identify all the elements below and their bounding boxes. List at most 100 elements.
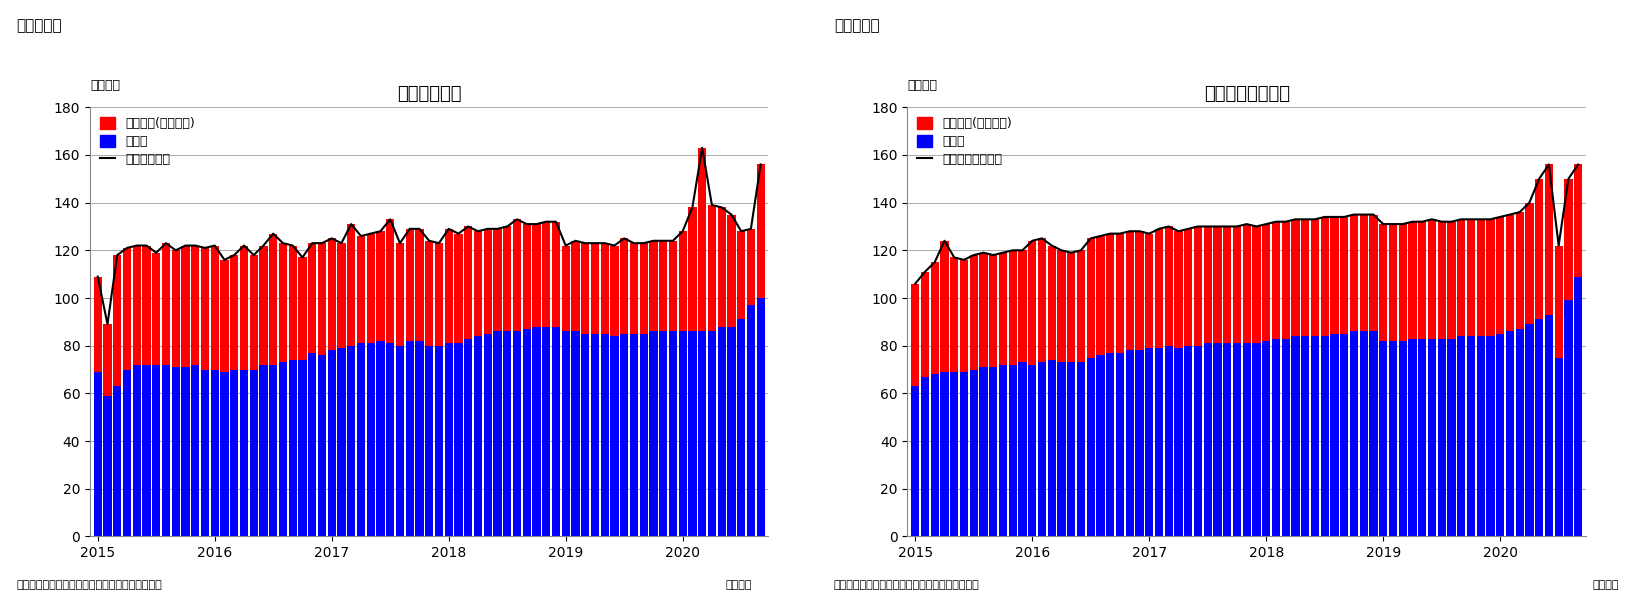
Bar xyxy=(201,370,209,536)
Bar xyxy=(979,253,988,367)
Bar xyxy=(950,372,958,536)
Bar xyxy=(1447,339,1455,536)
Bar xyxy=(317,355,325,536)
Bar xyxy=(688,207,697,331)
Bar xyxy=(960,372,968,536)
Bar xyxy=(533,327,541,536)
Bar xyxy=(1105,353,1115,536)
Bar xyxy=(337,243,345,348)
Bar xyxy=(1331,217,1339,334)
Bar xyxy=(629,243,638,334)
Bar xyxy=(620,334,628,536)
Bar xyxy=(307,353,316,536)
Bar xyxy=(494,331,502,536)
Bar xyxy=(1272,222,1280,339)
Bar xyxy=(1203,226,1212,343)
Bar xyxy=(152,365,160,536)
Bar xyxy=(327,238,335,350)
Bar xyxy=(1555,246,1563,358)
Bar xyxy=(1233,343,1241,536)
Bar xyxy=(523,329,531,536)
Bar xyxy=(551,327,561,536)
Bar xyxy=(1575,277,1583,536)
Bar xyxy=(1525,203,1534,324)
Bar xyxy=(1115,353,1125,536)
Bar xyxy=(1457,336,1465,536)
Bar xyxy=(561,331,571,536)
Bar xyxy=(1496,217,1504,334)
Bar xyxy=(708,331,716,536)
Bar xyxy=(698,331,706,536)
Bar xyxy=(1486,336,1494,536)
Bar xyxy=(1048,360,1056,536)
Bar xyxy=(728,327,736,536)
Bar xyxy=(181,367,190,536)
Bar xyxy=(347,346,355,536)
Bar xyxy=(260,246,268,365)
Bar xyxy=(1262,341,1270,536)
Bar xyxy=(1311,219,1319,336)
Bar xyxy=(1125,231,1133,350)
Bar xyxy=(1135,231,1143,350)
Bar xyxy=(445,343,453,536)
Bar xyxy=(415,229,423,341)
Bar xyxy=(1194,346,1202,536)
Bar xyxy=(639,334,647,536)
Bar xyxy=(1457,219,1465,336)
Bar xyxy=(1144,234,1153,348)
Bar xyxy=(396,243,404,346)
Bar xyxy=(610,336,618,536)
Bar xyxy=(298,360,307,536)
Bar xyxy=(1223,226,1231,343)
Bar xyxy=(474,336,482,536)
Bar xyxy=(1282,339,1290,536)
Bar xyxy=(1174,348,1182,536)
Text: （月次）: （月次） xyxy=(1592,580,1619,590)
Bar xyxy=(280,362,288,536)
Bar xyxy=(162,365,170,536)
Bar xyxy=(250,255,258,370)
Bar xyxy=(504,226,512,331)
Bar xyxy=(1038,238,1046,362)
Bar xyxy=(1555,358,1563,536)
Bar xyxy=(1565,179,1573,300)
Title: 住宅着工許可件数: 住宅着工許可件数 xyxy=(1203,85,1290,103)
Bar xyxy=(1009,365,1017,536)
Bar xyxy=(455,234,463,343)
Bar xyxy=(718,207,726,327)
Bar xyxy=(698,148,706,331)
Bar xyxy=(435,243,443,346)
Bar xyxy=(250,370,258,536)
Bar xyxy=(580,334,589,536)
Bar xyxy=(1282,222,1290,339)
Bar xyxy=(366,234,374,343)
Bar xyxy=(649,331,657,536)
Bar xyxy=(1252,226,1261,343)
Bar xyxy=(1097,236,1105,355)
Bar xyxy=(464,226,473,339)
Bar xyxy=(464,339,473,536)
Bar xyxy=(911,386,919,536)
Text: （図表１）: （図表１） xyxy=(16,18,62,33)
Bar xyxy=(1418,339,1426,536)
Bar xyxy=(231,370,239,536)
Bar xyxy=(999,253,1007,365)
Bar xyxy=(1154,229,1162,348)
Text: （資料）センサス局よりニッセイ基礎研究所作成: （資料）センサス局よりニッセイ基礎研究所作成 xyxy=(16,580,162,590)
Bar xyxy=(1378,224,1388,341)
Bar xyxy=(1243,343,1251,536)
Bar xyxy=(1087,358,1095,536)
Bar xyxy=(405,341,414,536)
Bar xyxy=(1516,329,1524,536)
Bar xyxy=(366,343,374,536)
Bar xyxy=(1516,212,1524,329)
Bar xyxy=(513,219,522,331)
Bar xyxy=(347,224,355,346)
Bar xyxy=(405,229,414,341)
Bar xyxy=(1068,362,1076,536)
Bar xyxy=(590,243,598,334)
Bar xyxy=(1341,334,1349,536)
Bar xyxy=(1301,336,1310,536)
Bar xyxy=(103,396,111,536)
Bar xyxy=(152,253,160,365)
